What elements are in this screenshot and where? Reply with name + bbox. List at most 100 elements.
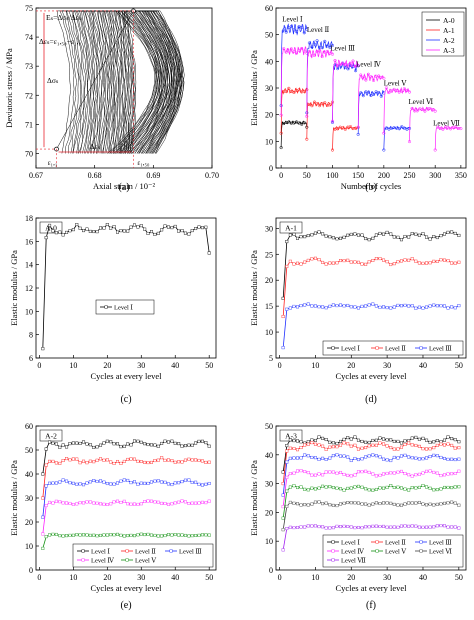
modulus-formula: Eₛ=Δσₛ/Δεₛ	[46, 13, 82, 22]
data-marker	[287, 86, 291, 90]
data-marker	[356, 125, 360, 129]
series-line	[42, 479, 210, 518]
series-line	[280, 120, 308, 148]
x-tick-label: 0	[37, 573, 41, 582]
data-marker	[346, 486, 350, 490]
data-marker	[433, 109, 437, 113]
data-marker	[119, 445, 123, 449]
data-marker	[132, 457, 136, 461]
data-marker	[166, 502, 170, 506]
delta-epsilon-label: Δεₛ	[90, 142, 101, 151]
data-marker	[453, 231, 457, 235]
data-marker	[296, 486, 300, 490]
data-marker	[173, 224, 177, 228]
data-marker	[399, 486, 403, 490]
data-marker	[200, 533, 204, 537]
y-axis-label: Elastic modulus / GPa	[249, 50, 259, 126]
data-marker	[58, 534, 62, 538]
data-marker	[146, 499, 150, 503]
x-tick-label: 40	[419, 573, 427, 582]
data-marker	[369, 75, 373, 79]
data-marker	[441, 127, 445, 131]
legend-label: A-3	[443, 46, 455, 55]
legend-label: Level Ⅰ	[114, 305, 133, 312]
data-marker	[399, 454, 403, 458]
data-marker	[360, 233, 364, 237]
data-marker	[136, 225, 140, 229]
data-marker	[102, 502, 106, 506]
specimen-tag: A-3	[285, 432, 297, 441]
data-marker	[180, 229, 184, 233]
data-marker	[343, 62, 347, 66]
legend-label: Level Ⅱ	[135, 549, 156, 556]
data-marker	[197, 533, 201, 537]
data-marker	[330, 119, 335, 123]
data-marker	[170, 226, 174, 230]
x-axis-label: Cycles at every level	[335, 583, 407, 593]
data-marker	[58, 230, 62, 234]
y-axis-label: Elastic modulus / GPa	[9, 460, 19, 536]
data-marker	[346, 258, 350, 262]
data-marker	[353, 435, 357, 439]
data-marker	[335, 441, 339, 445]
data-marker	[105, 533, 109, 537]
data-marker	[339, 443, 343, 447]
data-marker	[435, 502, 439, 506]
data-marker	[78, 533, 82, 537]
data-marker	[44, 484, 48, 488]
data-marker	[346, 524, 350, 528]
data-marker	[392, 525, 396, 529]
data-marker	[78, 226, 82, 230]
y-tick-label: 10	[265, 137, 273, 146]
data-marker	[285, 264, 289, 268]
series-line	[42, 223, 210, 349]
legend-label: Level Ⅱ	[385, 346, 406, 353]
data-marker	[143, 500, 147, 504]
data-marker	[82, 229, 86, 233]
data-marker	[446, 472, 450, 476]
y-tick-label: 10	[265, 328, 273, 337]
legend-marker	[419, 540, 423, 544]
data-marker	[122, 459, 126, 463]
data-marker	[335, 261, 339, 265]
data-marker	[360, 470, 364, 474]
legend-marker	[169, 549, 173, 553]
data-marker	[285, 489, 289, 493]
data-marker	[54, 499, 58, 503]
data-marker	[450, 230, 454, 234]
data-marker	[310, 104, 314, 108]
data-marker	[299, 503, 303, 507]
data-marker	[54, 461, 58, 465]
data-marker	[41, 515, 45, 519]
data-marker	[367, 503, 371, 507]
data-marker	[321, 502, 325, 506]
data-marker	[306, 442, 310, 446]
data-marker	[306, 471, 310, 475]
data-marker	[421, 261, 425, 265]
data-marker	[119, 229, 123, 233]
data-marker	[317, 435, 321, 439]
data-marker	[156, 444, 160, 448]
data-marker	[328, 304, 332, 308]
data-marker	[310, 486, 314, 490]
y-tick-label: 15	[265, 302, 273, 311]
data-marker	[44, 535, 48, 539]
legend-marker	[331, 558, 335, 562]
data-marker	[321, 436, 325, 440]
data-marker	[421, 502, 425, 506]
y-tick-label: 72	[25, 91, 33, 100]
data-marker	[385, 260, 389, 264]
data-marker	[360, 457, 364, 461]
data-marker	[282, 47, 286, 51]
data-marker	[342, 454, 346, 458]
y-tick-label: 30	[265, 84, 273, 93]
data-marker	[403, 487, 407, 491]
data-marker	[446, 525, 450, 529]
series-Level Ⅰ	[281, 230, 461, 300]
data-marker	[330, 43, 335, 48]
data-marker	[296, 305, 300, 309]
data-marker	[302, 89, 306, 93]
data-marker	[299, 485, 303, 489]
data-marker	[342, 259, 346, 263]
series-Level Ⅱ	[41, 456, 211, 500]
